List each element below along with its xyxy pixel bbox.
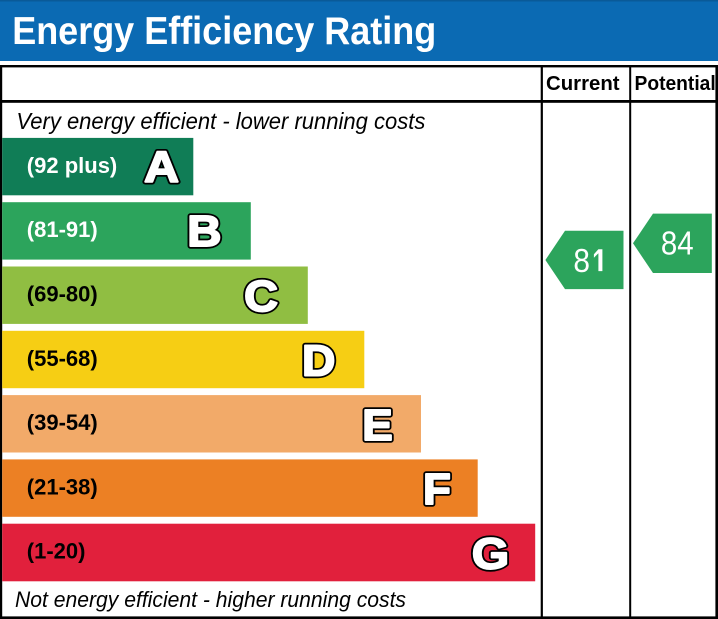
svg-text:84: 84 <box>661 225 694 262</box>
svg-text:E: E <box>362 400 392 450</box>
svg-text:Current: Current <box>546 73 620 95</box>
svg-text:F: F <box>423 465 451 514</box>
svg-text:Not energy efficient - higher: Not energy efficient - higher running co… <box>15 587 406 612</box>
svg-text:C: C <box>244 271 278 320</box>
svg-text:E: E <box>362 400 392 450</box>
svg-text:Energy Efficiency Rating: Energy Efficiency Rating <box>12 10 436 53</box>
svg-text:A: A <box>144 142 179 192</box>
svg-text:(92 plus): (92 plus) <box>27 153 117 178</box>
svg-text:8: 8 <box>573 242 590 279</box>
svg-text:G: G <box>472 528 509 578</box>
svg-text:A: A <box>144 142 179 192</box>
svg-text:D: D <box>302 336 335 386</box>
svg-text:(69-80): (69-80) <box>27 282 98 307</box>
svg-text:(39-54): (39-54) <box>27 410 98 435</box>
svg-text:(21-38): (21-38) <box>27 474 98 499</box>
svg-text:(81-91): (81-91) <box>27 217 98 242</box>
svg-text:D: D <box>302 336 335 386</box>
svg-text:Very energy efficient - lower: Very energy efficient - lower running co… <box>16 108 425 134</box>
svg-text:B: B <box>187 206 221 255</box>
svg-text:C: C <box>244 271 278 320</box>
svg-text:(55-68): (55-68) <box>27 346 98 371</box>
svg-text:G: G <box>472 528 509 578</box>
svg-text:Potential: Potential <box>635 73 716 95</box>
svg-text:(1-20): (1-20) <box>27 539 86 564</box>
svg-text:F: F <box>423 465 451 514</box>
svg-text:B: B <box>187 206 221 255</box>
